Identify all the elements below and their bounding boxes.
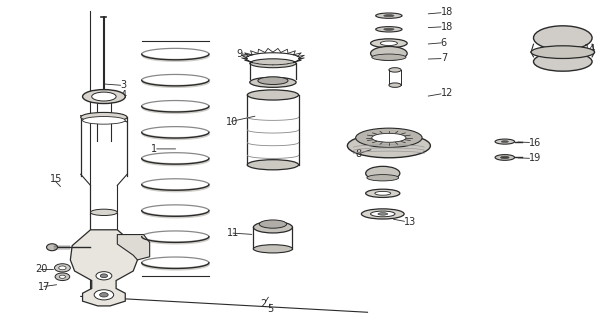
Text: 19: 19 <box>529 153 541 164</box>
Text: 10: 10 <box>226 117 238 127</box>
Ellipse shape <box>366 189 400 197</box>
Ellipse shape <box>366 166 400 180</box>
Circle shape <box>100 292 108 297</box>
Text: 20: 20 <box>35 264 47 275</box>
Circle shape <box>96 272 112 280</box>
Circle shape <box>59 266 66 270</box>
Ellipse shape <box>533 52 592 71</box>
Circle shape <box>59 275 66 278</box>
Text: 1: 1 <box>151 144 157 154</box>
Text: 15: 15 <box>50 174 63 184</box>
Ellipse shape <box>501 156 509 159</box>
Ellipse shape <box>375 191 390 195</box>
Text: 14: 14 <box>584 44 596 54</box>
Ellipse shape <box>249 59 296 68</box>
Ellipse shape <box>371 211 395 217</box>
Ellipse shape <box>384 15 394 17</box>
Polygon shape <box>117 235 150 260</box>
Ellipse shape <box>259 220 287 228</box>
Text: 3: 3 <box>120 80 126 91</box>
Circle shape <box>55 264 70 272</box>
Ellipse shape <box>258 77 288 84</box>
Ellipse shape <box>376 13 402 18</box>
Text: 12: 12 <box>441 88 453 98</box>
Ellipse shape <box>371 39 407 48</box>
Ellipse shape <box>371 46 407 60</box>
Ellipse shape <box>83 90 125 104</box>
Ellipse shape <box>253 221 292 233</box>
Text: 7: 7 <box>441 53 447 63</box>
Text: 5: 5 <box>267 304 273 314</box>
Ellipse shape <box>495 155 514 160</box>
Ellipse shape <box>531 46 595 59</box>
Circle shape <box>55 273 70 281</box>
Text: 2: 2 <box>261 299 267 309</box>
Ellipse shape <box>83 116 125 124</box>
Text: 16: 16 <box>529 138 541 148</box>
Ellipse shape <box>378 213 387 215</box>
Text: 18: 18 <box>441 7 453 18</box>
Ellipse shape <box>253 245 292 253</box>
Ellipse shape <box>495 139 514 144</box>
Ellipse shape <box>348 134 430 158</box>
Ellipse shape <box>47 244 58 251</box>
Text: 13: 13 <box>404 217 416 227</box>
Circle shape <box>94 290 113 300</box>
Text: 11: 11 <box>227 228 240 238</box>
Ellipse shape <box>384 28 394 30</box>
Ellipse shape <box>247 90 299 100</box>
Ellipse shape <box>367 175 398 181</box>
Circle shape <box>101 274 107 278</box>
Ellipse shape <box>380 41 397 45</box>
Polygon shape <box>70 230 137 306</box>
Ellipse shape <box>501 141 509 142</box>
Ellipse shape <box>356 128 422 148</box>
Ellipse shape <box>362 209 404 219</box>
Ellipse shape <box>247 160 299 170</box>
Ellipse shape <box>533 26 592 50</box>
Ellipse shape <box>92 92 116 101</box>
Ellipse shape <box>81 112 127 122</box>
Text: 9: 9 <box>237 49 243 59</box>
Ellipse shape <box>249 77 296 87</box>
Ellipse shape <box>372 54 406 60</box>
Text: 4: 4 <box>120 90 126 100</box>
Text: 6: 6 <box>441 38 447 48</box>
Ellipse shape <box>376 27 402 32</box>
Ellipse shape <box>389 68 401 72</box>
Ellipse shape <box>389 83 401 87</box>
Text: 8: 8 <box>356 149 362 159</box>
Text: 18: 18 <box>441 22 453 32</box>
Ellipse shape <box>372 133 406 142</box>
Ellipse shape <box>91 209 117 215</box>
Text: 17: 17 <box>38 282 50 292</box>
